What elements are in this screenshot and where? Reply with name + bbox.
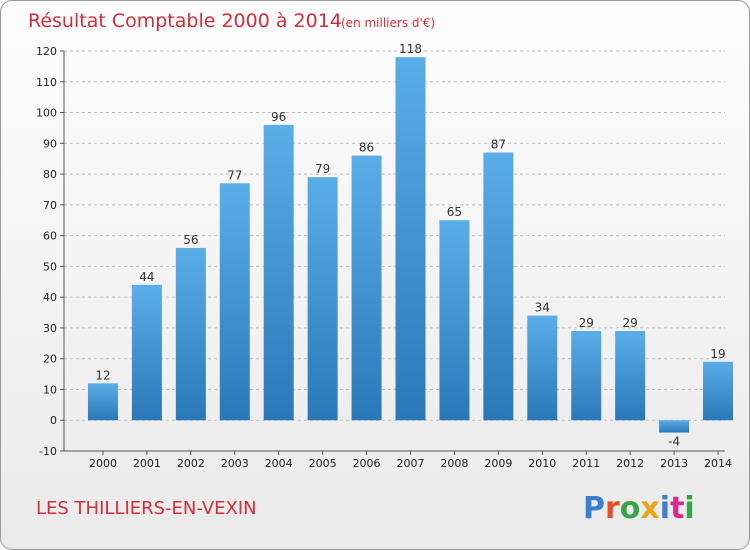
y-tick-label: 10 (43, 383, 57, 396)
x-tick-label: 2010 (528, 457, 556, 470)
chart-title: Résultat Comptable 2000 à 2014 (28, 10, 342, 32)
bar-2013 (659, 420, 690, 433)
data-label-2009: 87 (491, 138, 506, 152)
data-label-2012: 29 (623, 316, 638, 330)
y-tick-label: 90 (43, 137, 57, 150)
data-label-2004: 96 (271, 110, 286, 124)
y-tick-label: 40 (43, 291, 57, 304)
data-label-2013: -4 (668, 435, 680, 449)
bar-2002 (175, 247, 206, 421)
data-label-2001: 44 (139, 270, 154, 284)
y-tick-label: 80 (43, 168, 57, 181)
bar-2010 (527, 315, 558, 421)
x-tick-label: 2003 (221, 457, 249, 470)
bar-2011 (571, 331, 602, 421)
y-tick-label: 110 (36, 76, 57, 89)
data-label-2010: 34 (535, 301, 550, 315)
bar-2009 (483, 152, 514, 421)
x-tick-label: 2008 (440, 457, 468, 470)
x-tick-label: 2009 (484, 457, 512, 470)
x-tick-label: 2005 (309, 457, 337, 470)
data-label-2008: 65 (447, 205, 462, 219)
x-tick-label: 2001 (133, 457, 161, 470)
x-tick-label: 2000 (89, 457, 117, 470)
x-tick-label: 2014 (704, 457, 732, 470)
x-tick-label: 2006 (353, 457, 381, 470)
data-label-2005: 79 (315, 162, 330, 176)
y-tick-label: 60 (43, 230, 57, 243)
bar-2008 (439, 220, 470, 421)
y-tick-label: 50 (43, 260, 57, 273)
bar-2005 (307, 177, 338, 421)
x-tick-label: 2004 (265, 457, 293, 470)
data-label-2007: 118 (399, 42, 422, 56)
x-tick-label: 2002 (177, 457, 205, 470)
bar-2012 (615, 331, 646, 421)
x-tick-label: 2012 (616, 457, 644, 470)
data-label-2003: 77 (227, 168, 242, 182)
data-label-2006: 86 (359, 141, 374, 155)
bar-2003 (219, 183, 250, 421)
bars (87, 57, 734, 433)
chart-subtitle: (en milliers d'€) (341, 16, 435, 30)
proxiti-logo: Proxiti (583, 491, 695, 526)
y-tick-label: 120 (36, 45, 57, 58)
bar-2000 (87, 383, 118, 421)
place-name: LES THILLIERS-EN-VEXIN (36, 498, 257, 519)
bar-2001 (131, 284, 162, 421)
bar-2004 (263, 124, 294, 421)
x-tick-label: 2007 (397, 457, 425, 470)
y-tick-label: -10 (39, 445, 57, 458)
data-labels: 12 44 56 77 96 79 86 118 65 87 34 29 29 -4 19 (95, 42, 725, 448)
axes: -10 0 10 20 30 40 50 60 70 80 90 100 110 120 2000 2001 2… (36, 45, 732, 470)
grid (64, 50, 725, 452)
y-tick-label: 20 (43, 353, 57, 366)
y-tick-label: 100 (36, 107, 57, 120)
y-tick-label: 70 (43, 199, 57, 212)
y-tick-label: 30 (43, 322, 57, 335)
data-label-2011: 29 (579, 316, 594, 330)
bar-2007 (395, 57, 426, 421)
x-tick-label: 2011 (572, 457, 600, 470)
data-label-2002: 56 (183, 233, 198, 247)
data-label-2014: 19 (710, 347, 725, 361)
data-label-2000: 12 (95, 368, 110, 382)
bar-2014 (703, 361, 734, 421)
bar-2006 (351, 155, 382, 421)
y-tick-label: 0 (50, 414, 57, 427)
x-tick-label: 2013 (660, 457, 688, 470)
